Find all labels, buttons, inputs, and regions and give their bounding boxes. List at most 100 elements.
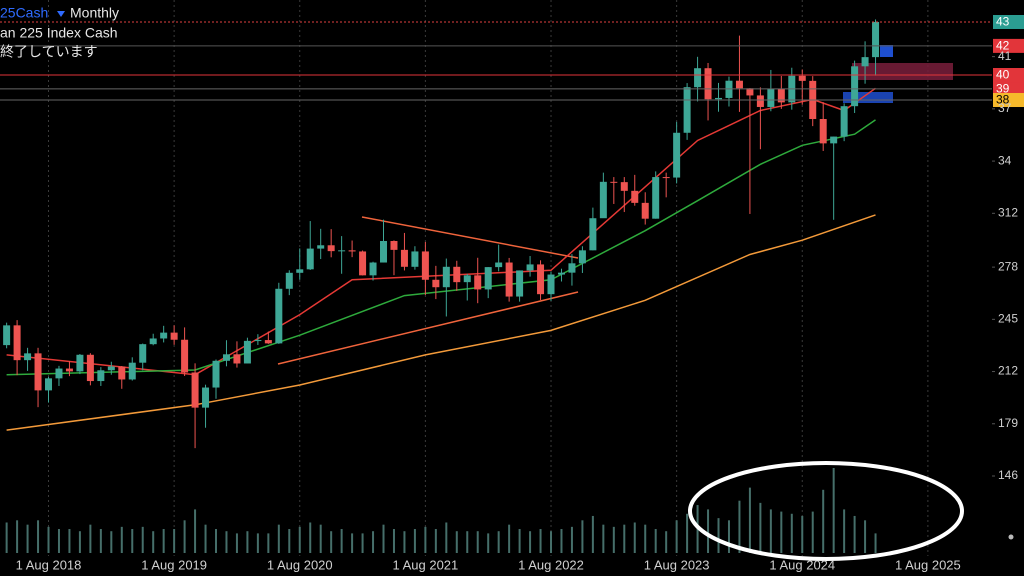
- y-tick-label: 245: [998, 312, 1018, 326]
- volume-bar: [120, 526, 123, 553]
- volume-bar: [403, 531, 406, 553]
- volume-bar: [487, 533, 490, 553]
- candle-body: [516, 270, 524, 297]
- volume-pane: [5, 468, 877, 553]
- candle-body: [170, 332, 178, 340]
- volume-bar: [654, 529, 657, 553]
- candle-body: [202, 387, 210, 408]
- volume-bar: [518, 529, 521, 553]
- y-tick-label: 312: [998, 205, 1018, 219]
- trend-line: [361, 216, 579, 259]
- volume-bar: [864, 520, 867, 553]
- dropdown-icon[interactable]: [57, 11, 65, 17]
- volume-bar: [675, 520, 678, 553]
- candle-body: [139, 344, 147, 363]
- y-tick-label: 146: [998, 468, 1018, 482]
- candle-body: [369, 262, 377, 276]
- volume-bar: [476, 531, 479, 553]
- candle-body: [631, 190, 639, 203]
- candle-body: [348, 250, 356, 252]
- trend-line: [277, 291, 579, 365]
- volume-bar: [288, 529, 291, 553]
- candle-body: [756, 95, 764, 107]
- candle-body: [599, 181, 607, 219]
- volume-bar: [298, 526, 301, 553]
- candle-body: [233, 354, 241, 364]
- candle-body: [327, 245, 335, 252]
- volume-bar: [162, 529, 165, 553]
- candle-body: [243, 340, 251, 364]
- candle-body: [484, 267, 492, 290]
- moving-average: [6, 214, 876, 431]
- candle-body: [24, 353, 32, 361]
- candle-body: [421, 251, 429, 280]
- candle-body: [65, 368, 73, 372]
- volume-bar: [68, 529, 71, 553]
- interval[interactable]: Monthly: [70, 5, 119, 21]
- candle-body: [798, 75, 806, 81]
- legend: 25Cash Monthly an 225 Index Cash 終了しています: [0, 5, 119, 60]
- volume-bar: [382, 524, 385, 553]
- candle-body: [715, 97, 723, 100]
- volume-bar: [152, 531, 155, 553]
- volume-bar: [183, 520, 186, 553]
- price-label: 43: [996, 15, 1010, 29]
- candle-body: [390, 241, 398, 250]
- candle-body: [275, 288, 283, 344]
- volume-bar: [434, 529, 437, 553]
- price-label-box: [993, 68, 1024, 83]
- candle-body: [400, 249, 408, 267]
- volume-bar: [235, 533, 238, 553]
- candle-body: [872, 21, 880, 58]
- candle-body: [851, 66, 859, 107]
- volume-bar: [194, 509, 197, 553]
- volume-bar: [811, 511, 814, 553]
- candle-body: [317, 245, 325, 249]
- volume-bar: [633, 522, 636, 553]
- volume-bar: [57, 529, 60, 553]
- volume-bar: [131, 529, 134, 553]
- volume-bar: [246, 531, 249, 553]
- settings-icon[interactable]: [1008, 534, 1014, 540]
- market-status: 終了しています: [0, 44, 98, 60]
- y-tick-label: 212: [998, 364, 1018, 378]
- y-tick-label: 37: [998, 101, 1012, 115]
- candle-body: [222, 354, 230, 361]
- volume-bar: [413, 529, 416, 553]
- candle-body: [662, 177, 670, 179]
- candle-body: [432, 279, 440, 288]
- volume-bar: [173, 529, 176, 553]
- candle-body: [557, 272, 565, 275]
- volume-bar: [759, 502, 762, 553]
- candle-body: [254, 340, 262, 342]
- volume-bar: [424, 526, 427, 553]
- candle-body: [704, 68, 712, 100]
- symbol[interactable]: 25Cash: [0, 5, 48, 21]
- candle-body: [128, 362, 136, 380]
- candle-body: [578, 250, 586, 264]
- volume-bar: [351, 533, 354, 553]
- candle-body: [537, 264, 545, 295]
- volume-bar: [78, 531, 81, 553]
- candle-body: [547, 274, 555, 295]
- candle-body: [160, 332, 168, 339]
- volume-bar: [361, 533, 364, 553]
- volume-bar: [26, 524, 29, 553]
- candle-body: [97, 370, 105, 382]
- price-label: 38: [996, 93, 1010, 107]
- volume-bar: [110, 531, 113, 553]
- candle-body: [13, 325, 21, 361]
- price-label-box: [993, 14, 1024, 29]
- x-tick-label: 1 Aug 2023: [644, 557, 710, 572]
- volume-bar: [330, 531, 333, 553]
- candle-body: [861, 57, 869, 67]
- volume-bar: [560, 529, 563, 553]
- x-tick-label: 1 Aug 2018: [16, 557, 82, 572]
- volume-bar: [612, 526, 615, 553]
- candle-body: [840, 106, 848, 137]
- volume-bar: [37, 520, 40, 553]
- price-label-box: [993, 38, 1024, 53]
- volume-bar: [256, 533, 259, 553]
- candle-body: [45, 378, 53, 391]
